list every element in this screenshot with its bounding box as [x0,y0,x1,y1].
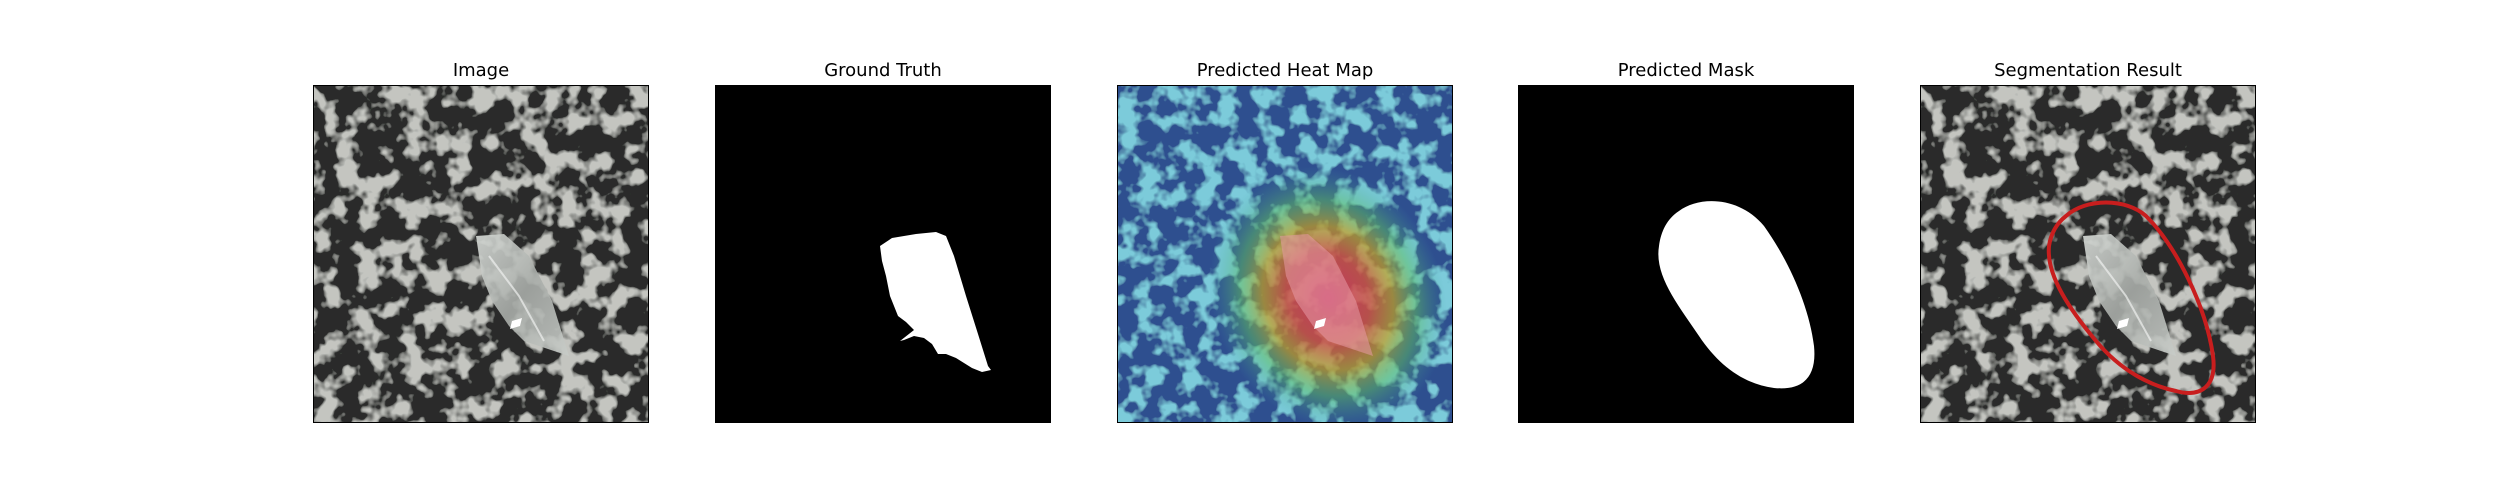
segmentation-contour [2046,200,2216,395]
panel-title: Ground Truth [824,60,942,81]
panel-title: Image [452,60,510,81]
ground-truth-mask [715,85,1051,423]
heat-map-image [1117,85,1453,423]
predicted-mask [1518,85,1854,423]
panel-title: Predicted Heat Map [1196,60,1374,81]
gt-region [880,232,991,372]
input-image [313,85,649,423]
predicted-region [1658,201,1815,389]
panel-title: Segmentation Result [1994,60,2182,81]
panel-title: Predicted Mask [1617,60,1755,81]
object-shard [2083,234,2176,356]
segmentation-result-image [1920,85,2256,423]
object-shard [476,234,569,356]
